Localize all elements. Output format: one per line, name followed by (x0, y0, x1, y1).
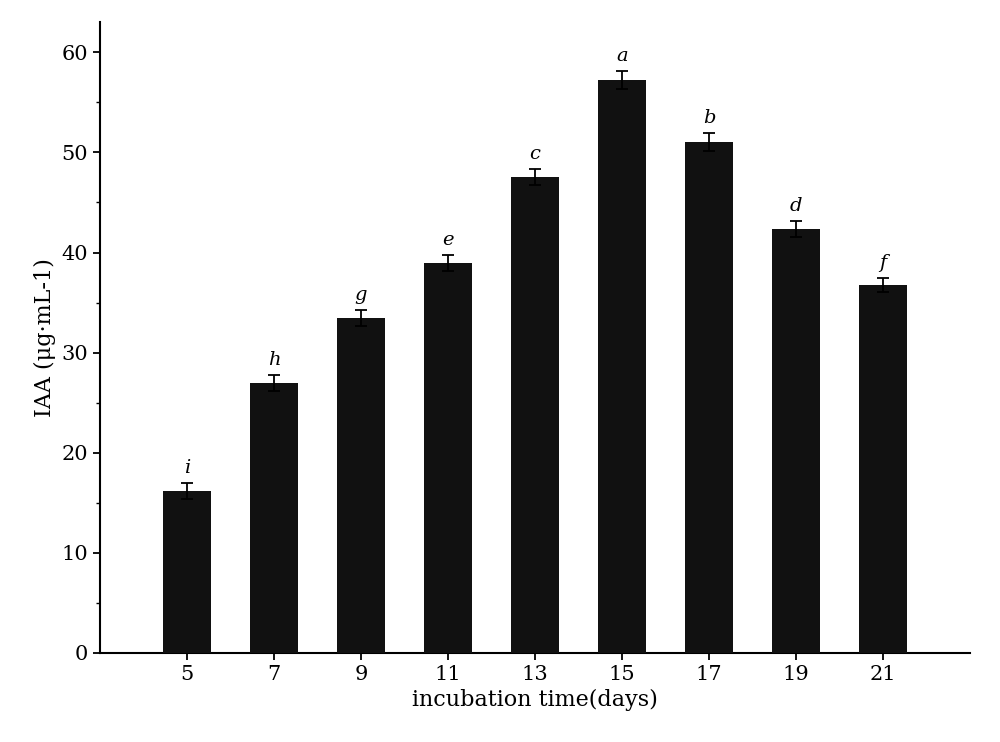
Bar (685, 142, 733, 653)
Bar (598, 80, 646, 653)
Bar (859, 284, 907, 653)
Text: h: h (268, 351, 280, 369)
Text: i: i (184, 459, 190, 477)
Text: g: g (355, 286, 367, 303)
Bar (772, 229, 820, 653)
Bar (511, 177, 559, 653)
Bar (163, 490, 211, 653)
X-axis label: incubation time(days): incubation time(days) (412, 689, 658, 712)
Y-axis label: IAA (μg·mL-1): IAA (μg·mL-1) (34, 258, 56, 417)
Text: d: d (790, 197, 802, 215)
Text: b: b (703, 109, 715, 128)
Text: f: f (879, 254, 887, 272)
Bar (250, 383, 298, 653)
Text: c: c (530, 145, 540, 163)
Bar (337, 318, 385, 653)
Bar (424, 263, 472, 653)
Text: e: e (442, 231, 454, 249)
Text: a: a (616, 47, 628, 65)
